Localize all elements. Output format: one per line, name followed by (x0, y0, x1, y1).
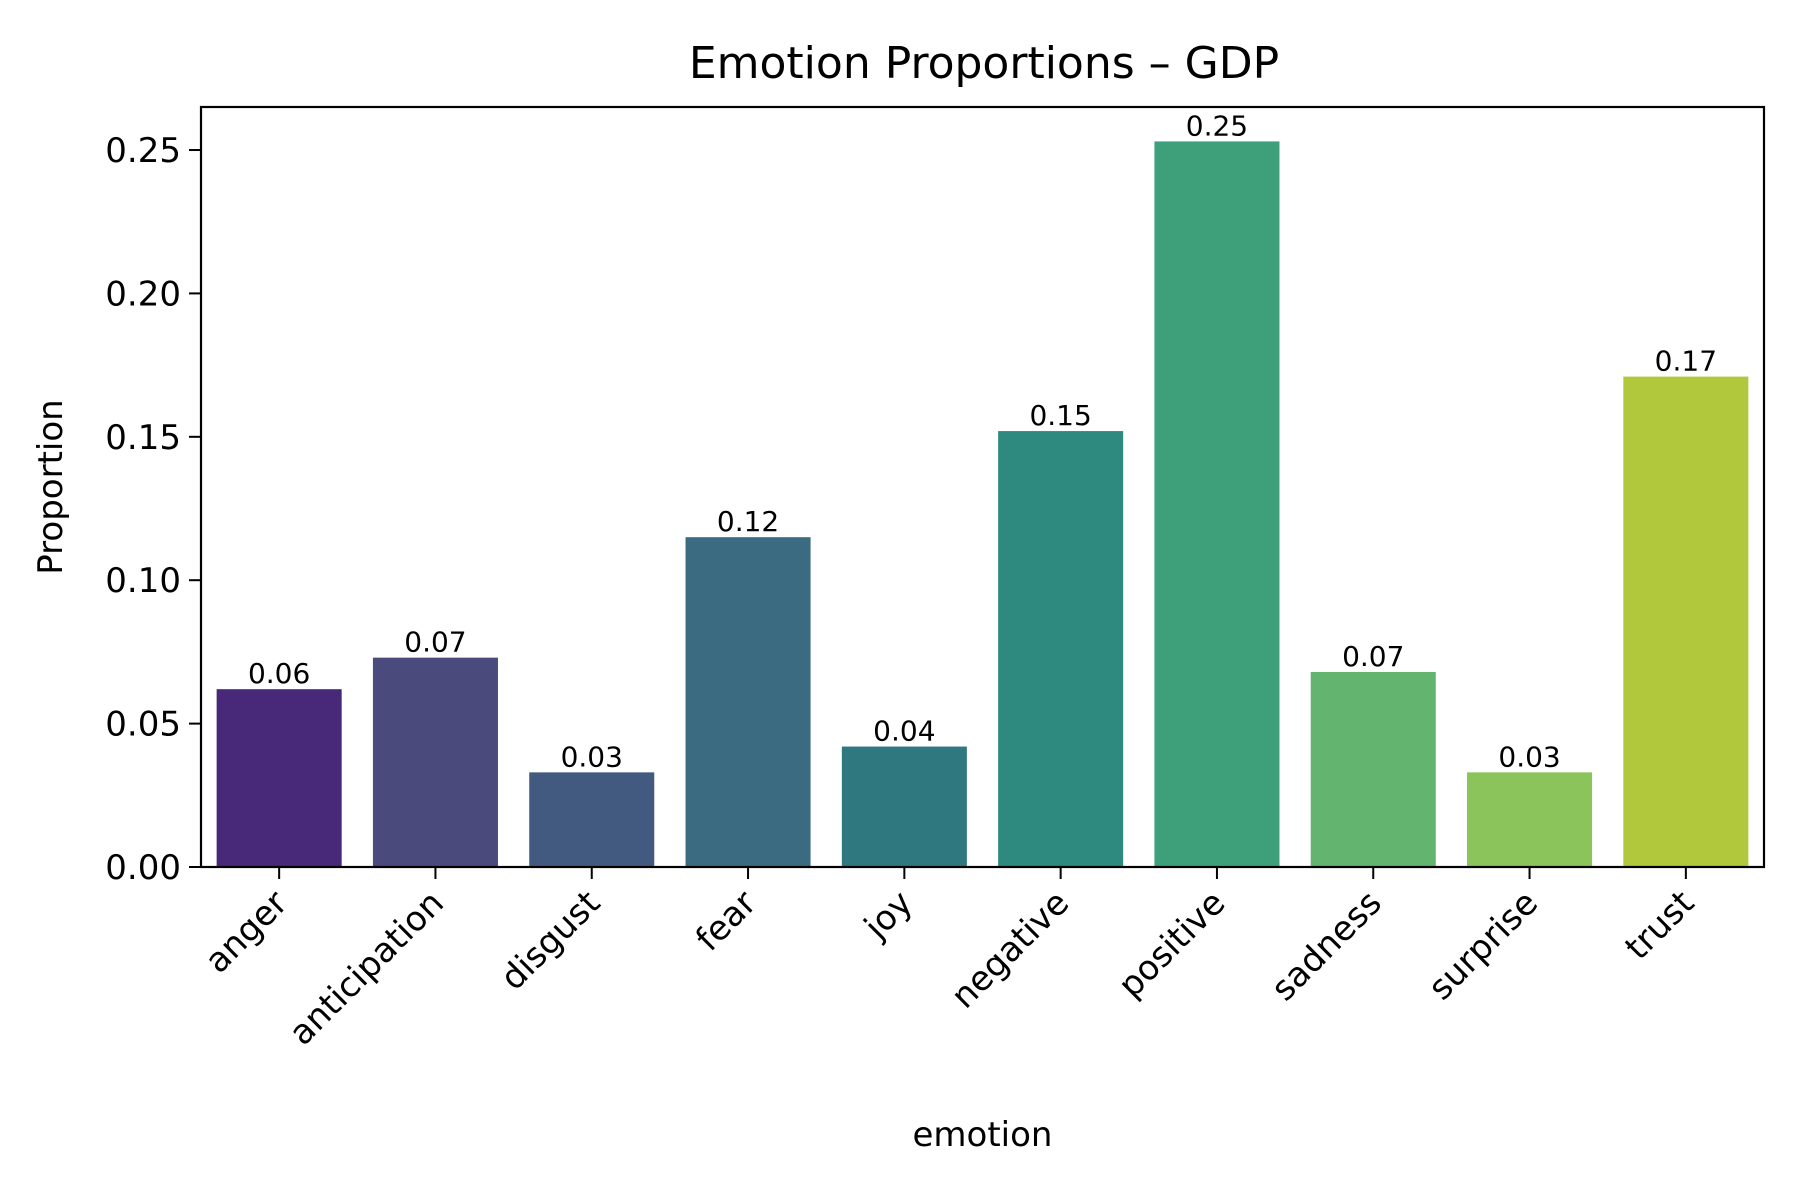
data-label-trust: 0.17 (1655, 345, 1717, 378)
x-tick-label-disgust: disgust (493, 883, 608, 998)
x-tick-label-sadness: sadness (1264, 883, 1390, 1009)
data-label-anger: 0.06 (248, 657, 310, 690)
y-axis-label: Proportion (31, 399, 71, 574)
x-tick-label-negative: negative (944, 883, 1077, 1016)
data-labels-group: 0.06 0.07 0.03 0.12 0.04 0.15 0.25 0.07 0.03 0.17 (248, 109, 1717, 773)
y-axis: 0.00 0.05 0.10 0.15 0.20 0.25 (105, 131, 201, 888)
data-label-joy: 0.04 (873, 715, 935, 748)
data-label-anticipation: 0.07 (404, 626, 466, 659)
data-label-disgust: 0.03 (561, 740, 623, 773)
bar-surprise (1467, 772, 1593, 867)
bar-anticipation (372, 657, 498, 867)
bar-fear (685, 537, 811, 867)
x-tick-label-trust: trust (1617, 883, 1702, 968)
bar-sadness (1310, 671, 1436, 867)
plot-frame (199, 105, 1766, 869)
bar-negative (998, 431, 1124, 867)
x-tick-label-joy: joy (856, 883, 921, 948)
x-tick-label-surprise: surprise (1421, 883, 1546, 1008)
x-tick-label-positive: positive (1111, 883, 1234, 1006)
data-label-fear: 0.12 (717, 505, 779, 538)
y-tick-label: 0.15 (105, 418, 181, 458)
y-tick-label: 0.20 (105, 274, 181, 314)
x-axis-label: emotion (913, 1115, 1053, 1155)
bars-group (216, 141, 1749, 867)
x-tick-label-anticipation: anticipation (282, 883, 452, 1053)
bar-disgust (529, 772, 655, 867)
y-tick-label: 0.05 (105, 705, 181, 745)
chart-title: Emotion Proportions – GDP (689, 38, 1279, 89)
x-tick-label-anger: anger (197, 883, 295, 981)
y-tick-label: 0.00 (105, 848, 181, 888)
y-tick-label: 0.10 (105, 561, 181, 601)
x-tick-label-fear: fear (688, 883, 764, 959)
data-label-sadness: 0.07 (1342, 640, 1404, 673)
data-label-positive: 0.25 (1186, 109, 1248, 142)
bar-joy (841, 746, 967, 867)
bar-positive (1154, 141, 1280, 867)
bar-trust (1623, 376, 1749, 867)
data-label-surprise: 0.03 (1498, 740, 1560, 773)
bar-anger (216, 689, 342, 867)
data-label-negative: 0.15 (1029, 399, 1091, 432)
y-tick-label: 0.25 (105, 131, 181, 171)
